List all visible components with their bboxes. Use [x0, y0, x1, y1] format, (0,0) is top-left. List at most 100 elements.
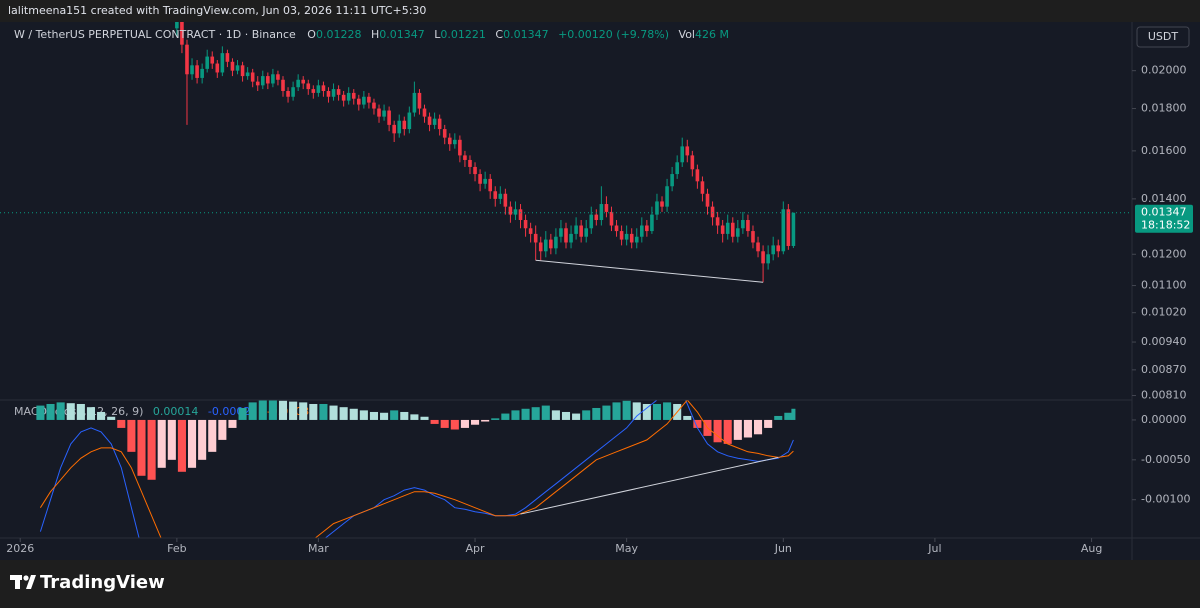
candle-body	[291, 87, 295, 97]
candle-body	[791, 212, 796, 246]
candle-body	[266, 76, 270, 84]
y-tick-label: 0.02000	[1141, 64, 1187, 77]
histogram-bar	[501, 413, 510, 420]
candle-body	[771, 245, 775, 255]
histogram-bar	[632, 402, 641, 420]
candle-body	[579, 225, 583, 237]
candle-body	[377, 108, 381, 117]
candle-body	[281, 79, 285, 91]
candle-body	[175, 22, 179, 29]
candle-body	[488, 178, 492, 192]
candle-body	[629, 233, 634, 243]
change: +0.00120 (+9.78%)	[558, 28, 669, 41]
candle-body	[417, 92, 422, 109]
candle-body	[468, 159, 472, 167]
candle-body	[670, 174, 674, 187]
histogram-bar	[369, 411, 379, 420]
macd-hist-value: 0.00014	[153, 405, 199, 418]
candle-body	[463, 155, 467, 160]
candle-body	[720, 225, 725, 234]
volume-value: 426 M	[695, 28, 729, 41]
candle-body	[210, 56, 215, 64]
candle-body	[781, 209, 786, 252]
ohlc-label: O	[307, 28, 316, 41]
candle-body	[589, 214, 594, 229]
currency-button[interactable]	[1136, 26, 1190, 48]
histogram-bar	[541, 405, 550, 420]
candle-body	[645, 225, 649, 232]
ohlc-label: C	[495, 28, 503, 41]
candle-body	[705, 193, 710, 207]
y-tick-label: 0.01400	[1141, 192, 1187, 205]
top-bar	[0, 0, 1200, 22]
credit: lalitmeena151 created with TradingView.c…	[8, 4, 426, 17]
y-tick-label: 0.00000	[1141, 413, 1187, 426]
candle-body	[341, 94, 346, 101]
histogram-bar	[774, 415, 783, 420]
candle-body	[508, 206, 513, 215]
histogram-bar	[572, 413, 581, 420]
candle-body	[761, 251, 765, 264]
histogram-bar	[693, 419, 702, 428]
candle-body	[746, 220, 750, 232]
y-tick-label: 0.00870	[1141, 363, 1187, 376]
candle-body	[245, 72, 250, 77]
histogram-bar	[349, 408, 358, 420]
histogram-bar	[531, 407, 540, 420]
histogram-bar	[329, 405, 338, 420]
candle-body	[225, 53, 230, 62]
macd-pane: MACD (close, 12, 26, 9) 0.00014 -0.00025…	[14, 400, 796, 538]
histogram-bar	[299, 402, 308, 420]
histogram-bar	[743, 419, 752, 438]
histogram-bar	[127, 419, 136, 452]
histogram-bar	[289, 401, 298, 420]
candle-body	[624, 233, 629, 240]
candle-body	[301, 79, 306, 84]
candle-body	[594, 214, 599, 221]
histogram-bar	[713, 419, 722, 443]
candle-body	[437, 118, 442, 130]
candle-body	[766, 254, 770, 264]
candle-body	[372, 102, 376, 109]
histogram-bar	[208, 419, 217, 452]
y-tick-label: 0.01200	[1141, 247, 1187, 260]
candle-body	[205, 56, 209, 69]
candle-body	[453, 139, 457, 145]
histogram-bar	[86, 407, 96, 420]
candle-body	[660, 201, 664, 207]
symbol-legend: W / TetherUS PERPETUAL CONTRACT · 1D · B…	[14, 28, 729, 41]
x-tick-label: Aug	[1081, 542, 1102, 555]
histogram-bar	[733, 419, 742, 440]
candle-body	[523, 220, 528, 229]
candle-body	[655, 201, 659, 215]
candle-body	[412, 92, 417, 113]
candle-body	[609, 211, 614, 226]
histogram-bar	[723, 419, 732, 444]
candle-body	[260, 76, 265, 86]
candle-body	[331, 89, 336, 97]
candle-body	[483, 178, 487, 184]
histogram-bar	[764, 419, 773, 428]
histogram-bar	[76, 403, 85, 420]
histogram-bar	[218, 419, 227, 440]
candle-body	[518, 209, 523, 221]
histogram-bar	[319, 403, 328, 420]
footer-bar	[0, 560, 1200, 608]
histogram-bar	[683, 415, 692, 420]
x-tick-label: May	[615, 542, 638, 555]
candle-body	[538, 242, 543, 252]
histogram-bar	[157, 419, 166, 468]
symbol-title: W / TetherUS PERPETUAL CONTRACT · 1D · B…	[14, 28, 296, 41]
candle-body	[725, 222, 730, 234]
candle-body	[392, 124, 396, 134]
ohlc-value: 0.01221	[440, 28, 486, 41]
histogram-bar	[430, 419, 439, 424]
y-tick-label: -0.00050	[1141, 453, 1190, 466]
histogram-bar	[97, 411, 106, 420]
candle-body	[306, 83, 311, 90]
candle-body	[346, 92, 351, 101]
histogram-bar	[36, 405, 45, 420]
candle-body	[397, 120, 402, 134]
y-tick-label: -0.00100	[1141, 493, 1190, 506]
